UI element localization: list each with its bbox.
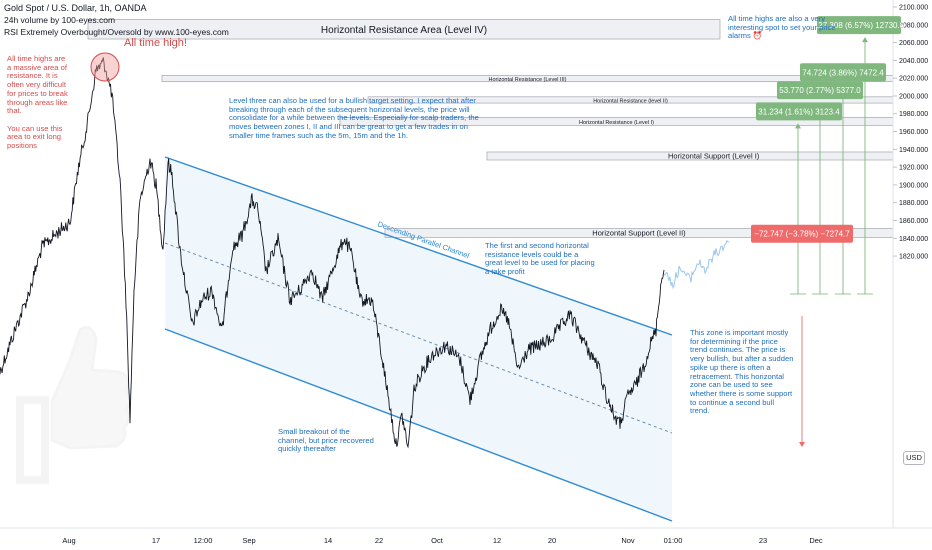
channel-fill [165,157,672,521]
stop-label: −72.747 (−3.78%) −7274.7 [754,230,850,239]
target-label: 74.724 (3.86%) 7472.4 [802,68,884,77]
x-tick-label: 17 [152,536,160,545]
target-box[interactable] [800,63,886,82]
x-tick-label: 12 [493,536,501,545]
currency-button[interactable]: USD [903,451,925,465]
x-tick-label: Dec [809,536,823,545]
x-tick-label: 14 [324,536,332,545]
zone-label: Horizontal Resistance (level II) [593,98,668,104]
target-label: 53.770 (2.77%) 5377.0 [779,86,861,95]
zone-label: Horizontal Support (Level I) [668,151,760,160]
y-tick-label: 1840.000 [899,236,928,243]
rsi-indicator-title: RSI Extremely Overbought/Oversold by www… [4,27,229,37]
x-tick-label: Nov [621,536,635,545]
x-tick-label: 22 [375,536,383,545]
x-tick-label: 20 [548,536,556,545]
price-projection-line [663,239,730,290]
target-label: 31.234 (1.61%) 3123.4 [758,107,840,116]
x-tick-label: 01:00 [664,536,683,545]
stop-arrow [799,316,805,447]
y-tick-label: 2000.000 [899,93,928,100]
all-time-high-circle[interactable] [90,52,120,82]
y-tick-label: 2020.000 [899,76,928,83]
x-tick-label: Sep [242,536,255,545]
target-label: 127.308 (6.57%) 12730.8 [814,21,905,30]
zone-label: Horizontal Resistance Area (Level IV) [321,25,487,36]
all-time-high-label: All time high! [124,37,187,49]
y-tick-label: 1960.000 [899,129,928,136]
channel-upper-line[interactable] [164,156,673,336]
y-tick-label: 1920.000 [899,165,928,172]
y-tick-label: 2080.000 [899,22,928,29]
y-tick-label: 1900.000 [899,182,928,189]
target-box[interactable] [817,16,901,35]
target-box[interactable] [777,81,863,100]
first-second-note: The first and second horizontal resistan… [485,241,595,277]
target-arrow-head [862,37,868,43]
x-tick-label: Aug [62,536,75,545]
zone-note: This zone is important mostly for determ… [690,328,794,416]
y-tick-label: 1860.000 [899,218,928,225]
breakout-note: Small breakout of the channel, but price… [278,427,374,454]
volume-indicator-title: 24h volume by 100-eyes.com [4,15,116,25]
stop-box[interactable] [751,224,853,243]
channel-mid-line[interactable] [164,242,673,434]
thumbs-up-watermark-icon [16,326,132,484]
symbol-title: Gold Spot / U.S. Dollar, 1h, OANDA [4,3,147,13]
y-tick-label: 1880.000 [899,200,928,207]
zone-label: Horizontal Support (Level II) [592,228,686,237]
target-box[interactable] [756,102,842,121]
target-arrow-head [795,123,801,129]
y-tick-label: 1980.000 [899,111,928,118]
y-tick-label: 1940.000 [899,147,928,154]
zone-label: Horizontal Resistance (Level III) [489,77,567,83]
x-tick-label: Oct [431,536,444,545]
y-tick-label: 2040.000 [899,58,928,65]
zone-label: Horizontal Resistance (Level I) [579,120,654,126]
x-tick-label: 23 [759,536,767,545]
channel-lower-line[interactable] [164,328,673,522]
level-three-note: Level three can also be used for a bulli… [229,96,479,140]
y-tick-label: 1820.000 [899,254,928,261]
top-right-note: All time highs are also a very interesti… [728,14,836,41]
price-line [0,57,665,449]
zone-box[interactable] [87,19,721,40]
y-tick-label: 2100.000 [899,5,928,12]
x-tick-label: 12:00 [194,536,213,545]
left-note: All time highs are a massive area of res… [7,54,68,151]
y-tick-label: 2060.000 [899,40,928,47]
